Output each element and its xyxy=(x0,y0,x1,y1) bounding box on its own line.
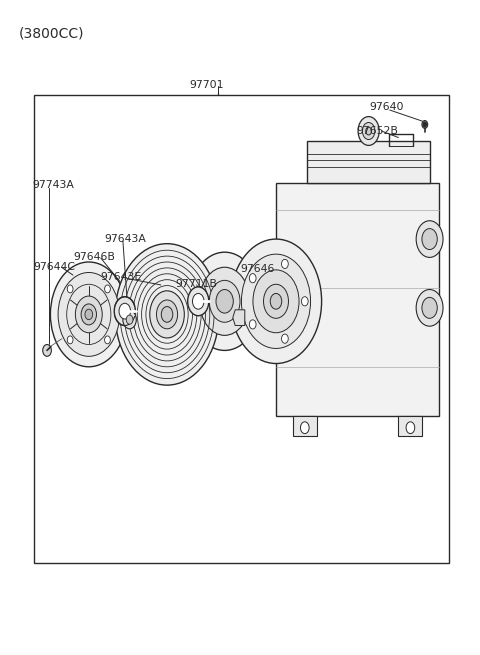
Circle shape xyxy=(85,309,93,320)
Circle shape xyxy=(406,422,415,434)
Circle shape xyxy=(301,297,308,306)
Circle shape xyxy=(253,270,299,333)
Circle shape xyxy=(416,290,443,326)
Text: 97643E: 97643E xyxy=(101,272,142,282)
Circle shape xyxy=(123,310,136,329)
Circle shape xyxy=(366,127,372,135)
Polygon shape xyxy=(307,141,430,183)
Circle shape xyxy=(422,121,428,128)
Circle shape xyxy=(105,285,110,293)
Circle shape xyxy=(282,259,288,269)
Circle shape xyxy=(416,221,443,257)
Circle shape xyxy=(150,291,184,338)
Circle shape xyxy=(209,280,240,322)
Circle shape xyxy=(282,334,288,343)
Circle shape xyxy=(192,293,204,309)
Text: 97643A: 97643A xyxy=(105,234,146,244)
Text: 97652B: 97652B xyxy=(356,126,398,136)
Circle shape xyxy=(81,304,96,325)
Circle shape xyxy=(300,422,309,434)
Text: 97646B: 97646B xyxy=(73,252,115,262)
Circle shape xyxy=(188,287,209,316)
Circle shape xyxy=(50,262,127,367)
Text: 97701: 97701 xyxy=(190,80,224,90)
Text: 97743A: 97743A xyxy=(33,180,74,191)
Circle shape xyxy=(264,284,288,318)
Polygon shape xyxy=(276,183,439,416)
Text: 97711B: 97711B xyxy=(175,278,217,289)
Circle shape xyxy=(249,274,256,283)
Polygon shape xyxy=(293,416,317,436)
Circle shape xyxy=(423,122,427,127)
Circle shape xyxy=(200,267,250,335)
Circle shape xyxy=(67,336,73,344)
Text: 97644C: 97644C xyxy=(34,262,75,272)
Circle shape xyxy=(249,320,256,329)
Text: (3800CC): (3800CC) xyxy=(19,26,84,40)
Circle shape xyxy=(58,272,120,356)
Circle shape xyxy=(362,122,375,140)
Text: 97640: 97640 xyxy=(370,102,404,113)
Circle shape xyxy=(67,285,73,293)
Circle shape xyxy=(105,336,110,344)
Circle shape xyxy=(75,296,102,333)
Circle shape xyxy=(189,252,261,350)
Circle shape xyxy=(270,293,282,309)
Polygon shape xyxy=(398,416,422,436)
Circle shape xyxy=(115,244,219,385)
Circle shape xyxy=(114,297,135,326)
Circle shape xyxy=(358,117,379,145)
Circle shape xyxy=(230,239,322,364)
Circle shape xyxy=(422,297,437,318)
Circle shape xyxy=(126,315,133,324)
Polygon shape xyxy=(233,310,245,326)
Circle shape xyxy=(422,229,437,250)
Circle shape xyxy=(241,254,311,348)
Circle shape xyxy=(119,303,131,319)
Circle shape xyxy=(156,300,178,329)
Circle shape xyxy=(161,307,173,322)
Circle shape xyxy=(216,290,233,313)
Circle shape xyxy=(43,345,51,356)
Bar xyxy=(34,95,449,563)
Text: 97646: 97646 xyxy=(240,263,275,274)
